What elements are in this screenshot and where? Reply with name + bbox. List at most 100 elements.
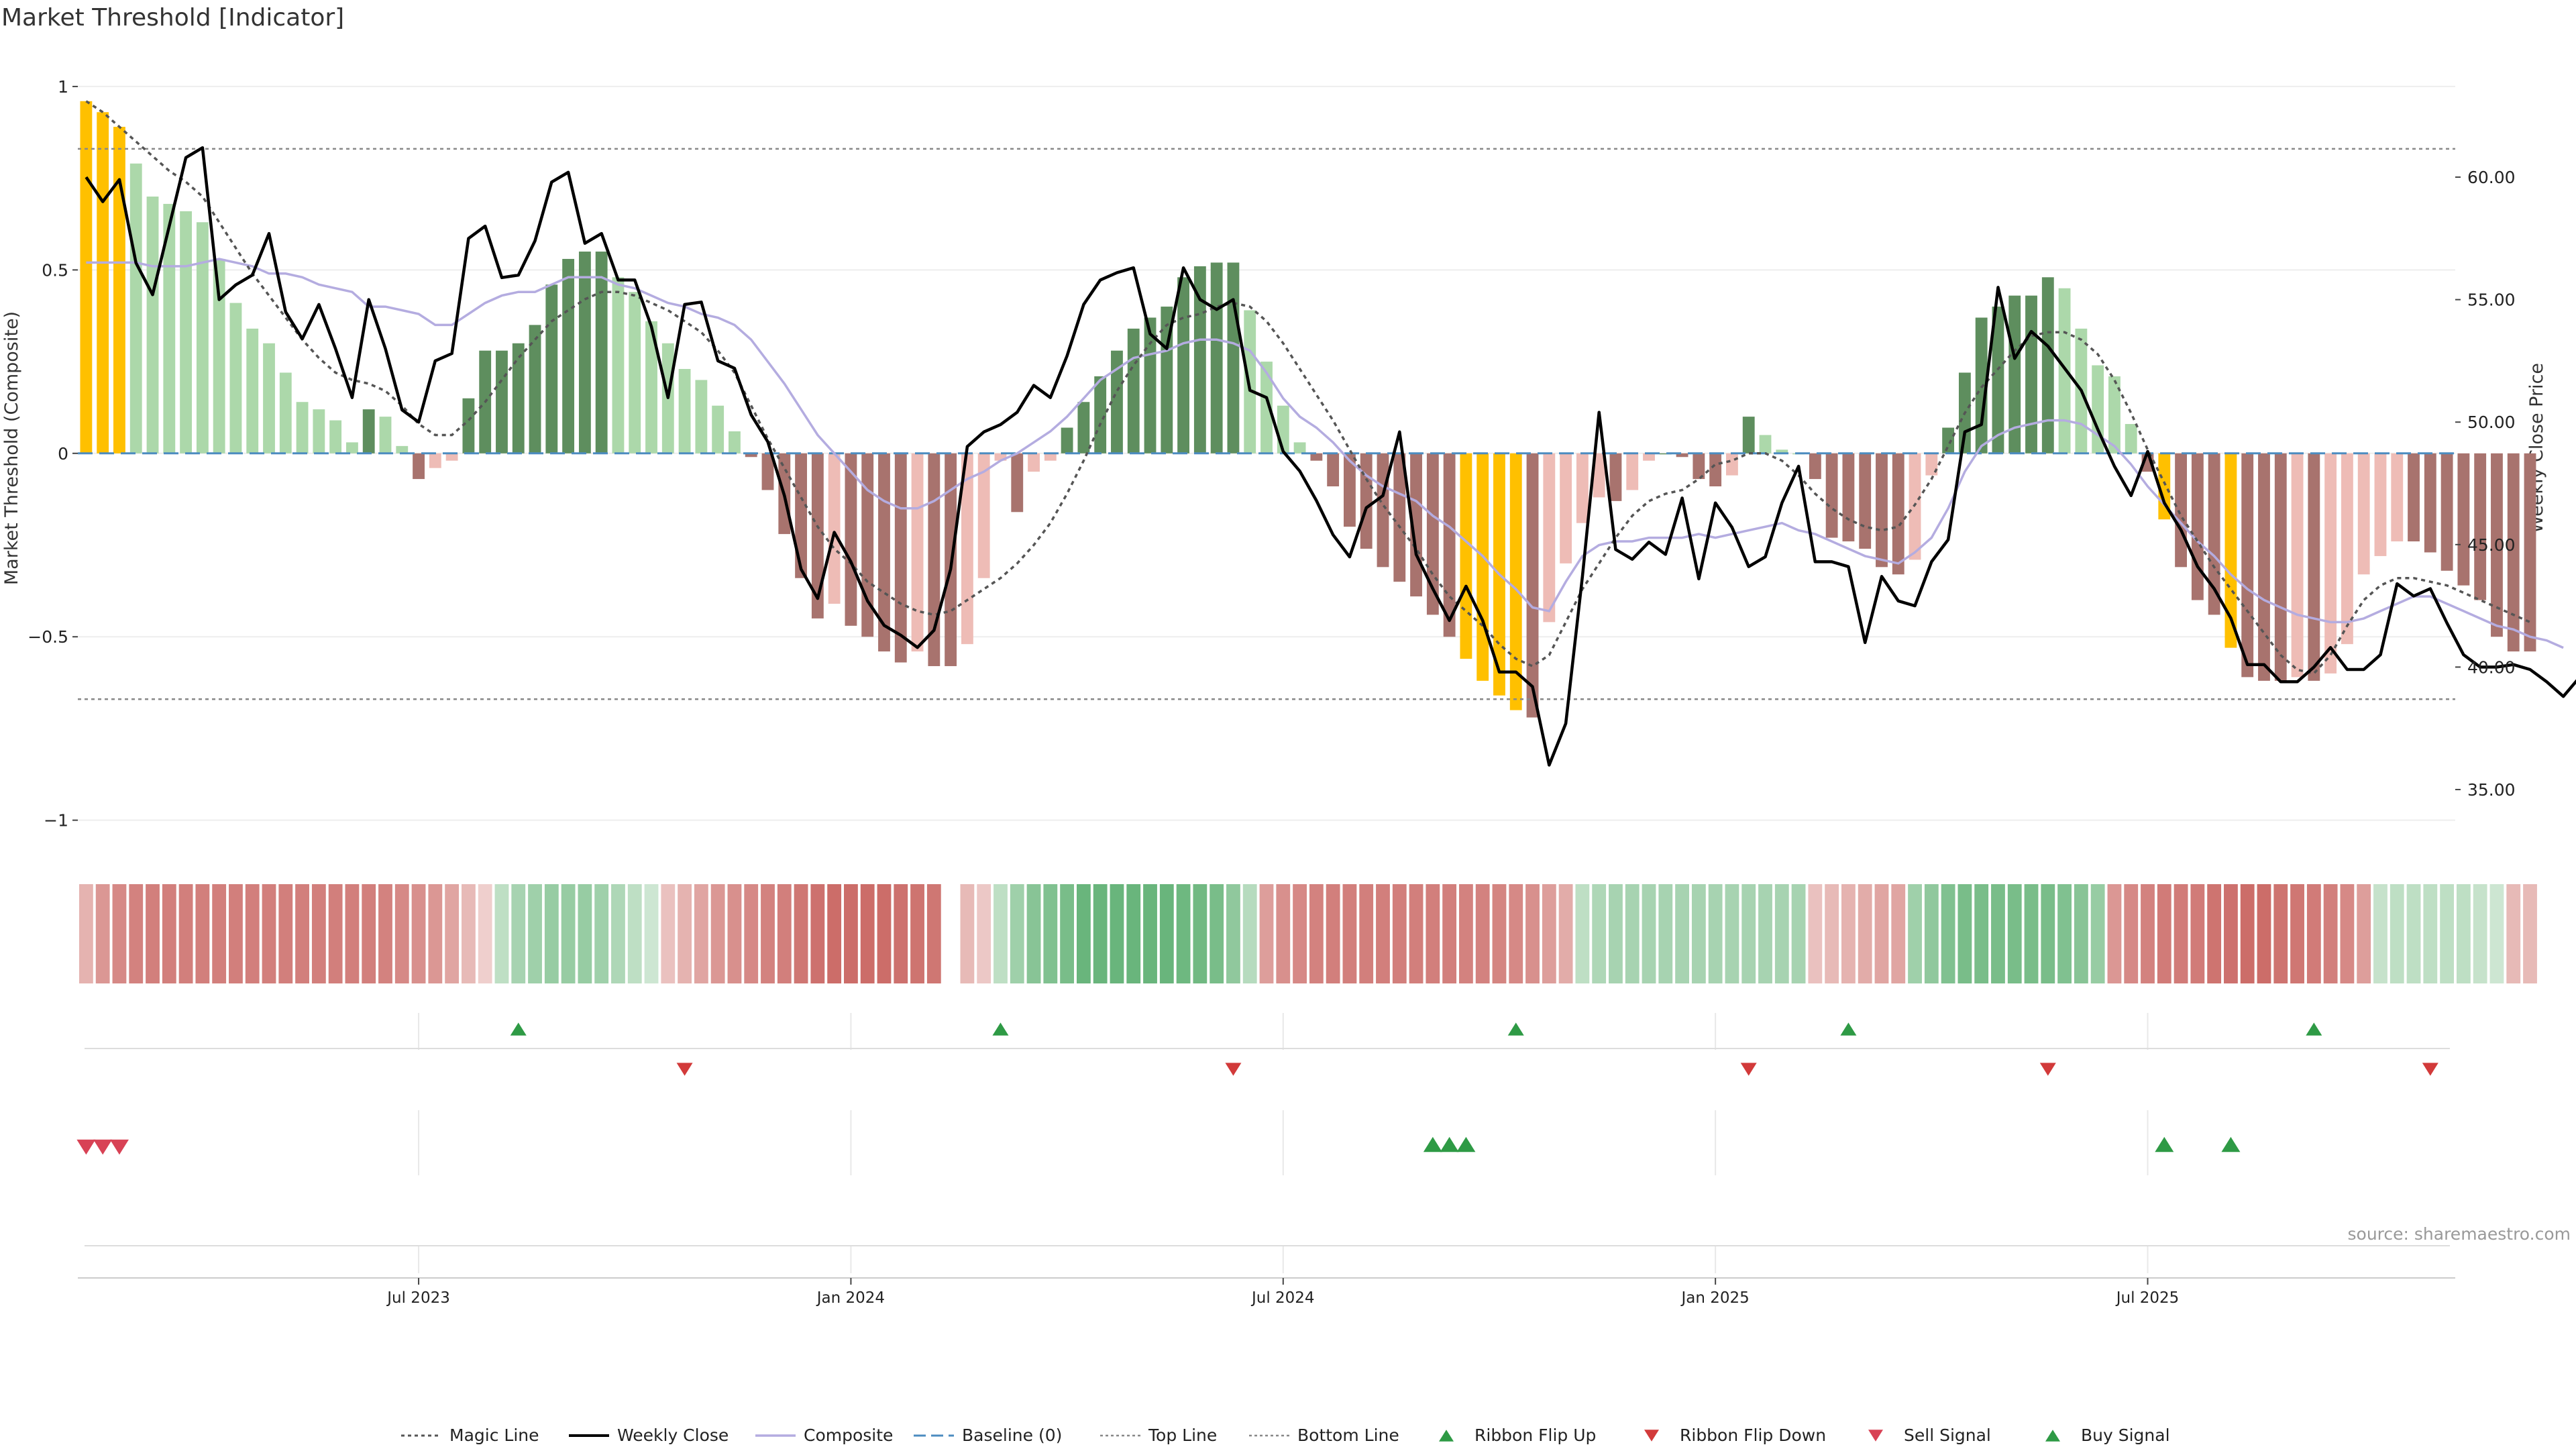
- composite-bar: [229, 303, 242, 453]
- ribbon-cell: [2489, 884, 2504, 983]
- ribbon-cell: [1392, 884, 1407, 983]
- composite-bar: [80, 101, 93, 453]
- ribbon-cell: [594, 884, 609, 983]
- y-tick-label: 1: [58, 77, 68, 97]
- composite-bar: [1310, 453, 1323, 461]
- ribbon-cell: [295, 884, 309, 983]
- composite-bar: [2291, 453, 2304, 678]
- composite-bar: [1759, 435, 1772, 453]
- composite-bar: [329, 420, 342, 453]
- y-tick-label: 0: [58, 444, 68, 464]
- legend-label: Weekly Close: [617, 1426, 729, 1445]
- legend-label: Sell Signal: [1904, 1426, 1991, 1445]
- ribbon-cell: [1492, 884, 1507, 983]
- ribbon-cell: [2157, 884, 2171, 983]
- composite-bar: [1776, 449, 1788, 453]
- composite-bar: [1809, 453, 1821, 480]
- ribbon-cell: [761, 884, 775, 983]
- ribbon-cell: [710, 884, 725, 983]
- ribbon-cell: [1874, 884, 1889, 983]
- y-tick-label: 0.5: [42, 260, 68, 280]
- composite-bar: [1742, 417, 1755, 453]
- composite-bar: [2008, 295, 2021, 453]
- composite-bar: [1709, 453, 1722, 487]
- ribbon-cell: [2273, 884, 2288, 983]
- composite-bar: [2440, 453, 2453, 571]
- ribbon-cell: [2141, 884, 2155, 983]
- ribbon-cell: [1026, 884, 1041, 983]
- ribbon-cell: [394, 884, 409, 983]
- ribbon-cell: [1359, 884, 1374, 983]
- sell-signal-marker: [76, 1139, 96, 1155]
- composite-bar: [1626, 453, 1639, 490]
- composite-bar: [1526, 453, 1539, 718]
- buy-signal-marker: [1440, 1136, 1459, 1152]
- ribbon-cell: [1642, 884, 1656, 983]
- composite-bar: [1028, 453, 1040, 472]
- composite-bar: [2491, 453, 2503, 637]
- composite-line: [86, 258, 2564, 649]
- ribbon-cell: [644, 884, 659, 983]
- ribbon-cell: [1841, 884, 1856, 983]
- composite-bar: [396, 445, 409, 453]
- ribbon-cell: [1542, 884, 1556, 983]
- ribbon-cell: [2207, 884, 2222, 983]
- composite-bar: [196, 222, 209, 453]
- composite-bar: [1842, 453, 1855, 542]
- ribbon-cell: [994, 884, 1008, 983]
- ribbon-cell: [1458, 884, 1473, 983]
- buy-signal-marker: [1456, 1136, 1476, 1152]
- composite-bar: [845, 453, 857, 626]
- composite-bar: [645, 321, 657, 453]
- composite-bar: [629, 292, 641, 453]
- composite-bar: [2424, 453, 2436, 553]
- ribbon-flip-up-marker: [2306, 1022, 2322, 1036]
- ribbon-cell: [2074, 884, 2088, 983]
- ribbon-cell: [2041, 884, 2055, 983]
- ribbon-cell: [1210, 884, 1224, 983]
- legend-label: Baseline (0): [962, 1426, 1062, 1445]
- ribbon-cell: [1592, 884, 1607, 983]
- composite-bar: [894, 453, 907, 663]
- ribbon-cell: [1060, 884, 1075, 983]
- composite-bar: [1726, 453, 1738, 476]
- composite-bar: [496, 350, 508, 453]
- ribbon-cell: [2124, 884, 2139, 983]
- composite-bar: [1111, 350, 1123, 453]
- ribbon-cell: [2456, 884, 2471, 983]
- ribbon-cell: [1741, 884, 1756, 983]
- ribbon-cell: [894, 884, 908, 983]
- ribbon-flip-up-marker: [1840, 1022, 1857, 1036]
- x-tick-label: Jul 2024: [1250, 1289, 1315, 1307]
- ribbon-cell: [2057, 884, 2072, 983]
- ribbon-cell: [960, 884, 975, 983]
- ribbon-cell: [827, 884, 842, 983]
- ribbon-cell: [1791, 884, 1806, 983]
- ribbon-flip-down-marker: [1225, 1063, 1242, 1076]
- ribbon-cell: [2523, 884, 2537, 983]
- ribbon-cell: [1426, 884, 1440, 983]
- buy-signal-marker: [2155, 1136, 2174, 1152]
- x-tick-label: Jul 2023: [386, 1289, 450, 1307]
- composite-bar: [1876, 453, 1888, 568]
- composite-bar: [2258, 453, 2270, 681]
- composite-bar: [2341, 453, 2353, 645]
- composite-bar: [1293, 442, 1306, 453]
- composite-bar: [146, 196, 159, 453]
- composite-bar: [2524, 453, 2536, 652]
- legend-swatch: [1868, 1430, 1883, 1442]
- composite-bar: [313, 409, 325, 453]
- composite-bar: [2308, 453, 2320, 681]
- ribbon-cell: [478, 884, 492, 983]
- composite-bar: [578, 252, 591, 453]
- composite-bar: [1227, 262, 1240, 453]
- composite-bar: [1593, 453, 1605, 498]
- ribbon-cell: [2373, 884, 2387, 983]
- chart-title: Market Threshold [Indicator]: [1, 4, 344, 32]
- ribbon-cell: [278, 884, 293, 983]
- ribbon-cell: [428, 884, 443, 983]
- composite-bar: [1327, 453, 1340, 487]
- composite-bar: [263, 343, 275, 453]
- composite-bar: [1144, 317, 1157, 453]
- composite-bar: [1127, 328, 1140, 453]
